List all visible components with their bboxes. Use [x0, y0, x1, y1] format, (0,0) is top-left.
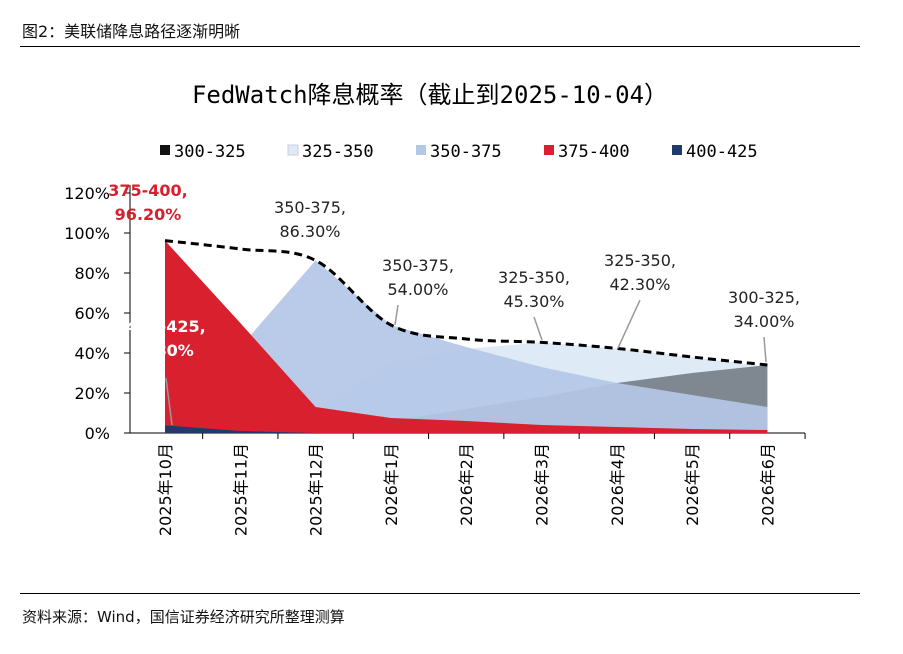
figure-label: 图2：美联储降息路径逐渐明晰 — [22, 22, 241, 41]
y-tick-label: 20% — [74, 384, 110, 403]
annotation-value: 54.00% — [387, 280, 448, 299]
annotation-label: 350-375, — [382, 256, 454, 275]
top-rule — [20, 46, 860, 47]
area-375-400 — [165, 240, 768, 433]
y-tick-label: 60% — [74, 304, 110, 323]
annotation-value: 42.30% — [609, 275, 670, 294]
y-tick-label: 0% — [85, 424, 110, 443]
x-tick-label: 2025年12月 — [307, 443, 326, 536]
annotation-value: 86.30% — [279, 222, 340, 241]
annotation-label: 350-375, — [274, 198, 346, 217]
legend-label: 400-425 — [686, 142, 758, 162]
legend-label: 325-350 — [302, 142, 374, 162]
x-tick-label: 2026年6月 — [758, 443, 777, 526]
annotation-value: 34.00% — [733, 312, 794, 331]
x-tick-label: 2025年11月 — [231, 443, 250, 536]
x-tick-label: 2026年1月 — [382, 443, 401, 526]
y-tick-label: 80% — [74, 264, 110, 283]
legend-label: 350-375 — [430, 142, 502, 162]
y-tick-label: 40% — [74, 344, 110, 363]
legend-label: 375-400 — [558, 142, 630, 162]
bottom-rule — [20, 593, 860, 594]
annotation-leader — [394, 304, 399, 326]
area-400-425 — [165, 425, 768, 433]
area-350-375 — [165, 260, 768, 433]
x-tick-label: 2025年10月 — [156, 443, 175, 536]
source-note: 资料来源：Wind，国信证券经济研究所整理测算 — [22, 608, 345, 626]
annotation-value: 3.80% — [138, 341, 194, 360]
legend-label: 300-325 — [174, 142, 246, 162]
legend-swatch — [160, 145, 170, 155]
x-tick-label: 2026年2月 — [457, 443, 476, 526]
chart: FedWatch降息概率（截止到2025-10-04） 300-325 325-35… — [64, 81, 806, 536]
x-tick-label: 2026年4月 — [608, 443, 627, 526]
annotation-value: 45.30% — [503, 292, 564, 311]
x-tick-label: 2026年5月 — [683, 443, 702, 526]
annotation-label: 375-400, — [108, 181, 188, 200]
legend-swatch — [416, 145, 426, 155]
annotation-label: 300-325, — [728, 288, 800, 307]
annotation-leader — [165, 377, 173, 426]
legend-swatch — [672, 145, 682, 155]
y-tick-label: 100% — [64, 224, 110, 243]
y-tick-label: 120% — [64, 184, 110, 203]
annotation-value: 96.20% — [115, 205, 182, 224]
legend-swatch — [544, 145, 554, 155]
annotation-leader — [533, 316, 543, 341]
annotation-label: 325-350, — [604, 251, 676, 270]
legend-swatch — [287, 144, 299, 156]
annotation-label: 400-425, — [126, 317, 206, 336]
annotation-leader — [763, 336, 767, 363]
chart-title: FedWatch降息概率（截止到2025-10-04） — [192, 81, 668, 109]
max-probability-line — [164, 239, 768, 367]
x-tick-label: 2026年3月 — [533, 443, 552, 526]
annotation-label: 325-350, — [498, 268, 570, 287]
annotation-leader — [617, 299, 641, 349]
